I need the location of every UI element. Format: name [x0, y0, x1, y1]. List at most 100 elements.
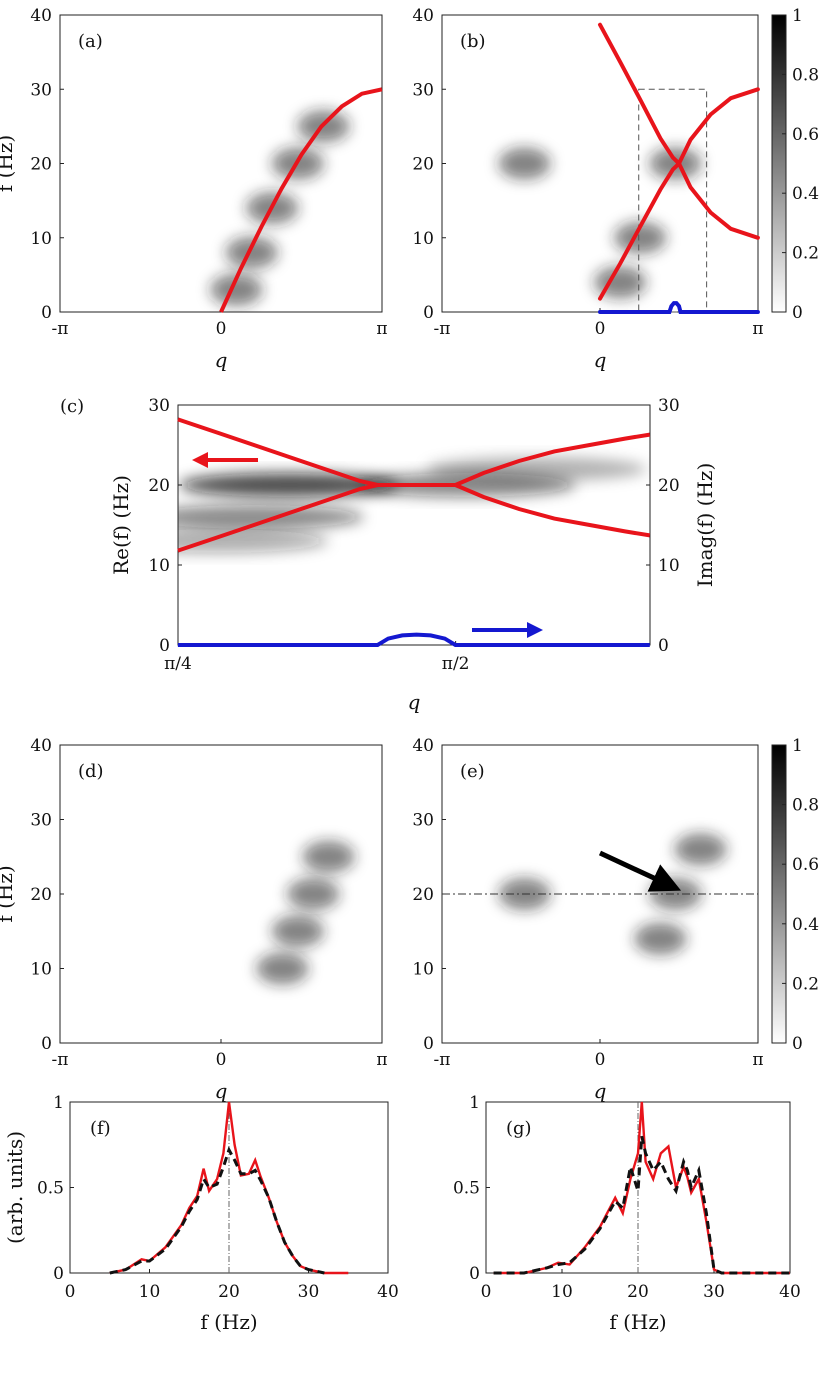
heatmap-hotspot [426, 457, 647, 481]
heatmap-hotspot [271, 915, 324, 948]
peak-arrow [598, 850, 682, 892]
colorbar-tick-label: 1 [792, 736, 803, 756]
spectrum-dashed [493, 1135, 790, 1275]
x-tick-label: -π [434, 1050, 451, 1070]
y-axis-label: Re(f) (Hz) [109, 475, 133, 575]
y-tick-label: 0 [159, 636, 170, 656]
colorbar-tick-label: 0.8 [792, 65, 819, 85]
heatmap-background [60, 15, 382, 312]
x-tick-label: -π [434, 319, 451, 339]
panel-c: π/4 π/2 0 0 10 10 20 20 30 30 (c) q Re(f) (Hz) Imag(f… [60, 396, 717, 714]
x-axis-label: q [594, 348, 607, 372]
x-tick-label: -π [52, 1050, 69, 1070]
x-axis-label: f (Hz) [200, 1310, 257, 1334]
heatmap-hotspot [256, 952, 309, 985]
y-axis-label: f (Hz) [0, 865, 17, 922]
colorbar: 0 0.2 0.4 0.6 0.8 1 [771, 736, 819, 1054]
x-tick-label: 20 [627, 1282, 649, 1302]
panel-label: (c) [60, 396, 84, 417]
x-tick-label: π/4 [164, 654, 192, 674]
x-tick-label: 30 [298, 1282, 320, 1302]
heatmap-hotspot [498, 147, 551, 180]
colorbar-tick-label: 0 [792, 303, 803, 323]
y-tick-label-right: 20 [658, 476, 680, 496]
heatmap-hotspot [649, 147, 702, 180]
y-tick-label: 0 [41, 303, 52, 323]
colorbar-gradient [771, 14, 787, 313]
imag-curve [177, 632, 650, 647]
y-tick-label: 0.5 [37, 1179, 64, 1199]
x-axis-label: q [594, 1079, 607, 1103]
y-tick-label: 0 [423, 1034, 434, 1054]
real-curve [454, 483, 651, 538]
heatmap-background [442, 15, 758, 312]
x-tick-label: 10 [551, 1282, 573, 1302]
y-tick-label: 0.5 [453, 1179, 480, 1199]
colorbar: 0 0.2 0.4 0.6 0.8 1 [771, 6, 819, 323]
heatmap-hotspot [178, 505, 364, 529]
heatmap-hotspot [287, 878, 340, 910]
colorbar-gradient [771, 744, 787, 1044]
colorbar-tick-label: 0.6 [792, 125, 819, 145]
y-tick-label: 0 [469, 1264, 480, 1284]
colorbar-tick-label: 0.2 [792, 974, 819, 994]
real-curve [677, 87, 760, 166]
heatmap-intensity [178, 457, 647, 553]
zoom-region-box [638, 88, 708, 313]
x-tick-label: 30 [703, 1282, 725, 1302]
y-tick-label: 30 [30, 80, 52, 100]
y-tick-label: 20 [30, 155, 52, 175]
colorbar-tick-label: 0.4 [792, 184, 819, 204]
panel-label: (d) [78, 761, 104, 782]
heatmap-hotspot [674, 833, 727, 866]
x-tick-label: π/2 [442, 654, 470, 674]
y-tick-label: 20 [148, 476, 170, 496]
y-tick-label: 0 [41, 1034, 52, 1054]
x-tick-label: 20 [218, 1282, 240, 1302]
y-axis-label-right: Imag(f) (Hz) [693, 463, 717, 588]
y-tick-label: 10 [412, 229, 434, 249]
y-tick-label: 10 [148, 556, 170, 576]
y-tick-label: 30 [30, 811, 52, 831]
colorbar-tick-label: 0.6 [792, 855, 819, 875]
x-tick-label: 0 [216, 1050, 227, 1070]
colorbar-tick-label: 0.2 [792, 244, 819, 264]
x-tick-label: π [376, 319, 387, 339]
x-axis-label: q [215, 1079, 228, 1103]
y-tick-label-right: 0 [658, 636, 669, 656]
heatmap-hotspot [594, 266, 647, 299]
y-axis-label: f (Hz) [0, 135, 17, 192]
y-tick-label: 40 [412, 6, 434, 26]
y-tick-label: 10 [30, 960, 52, 980]
dispersion-curve [219, 87, 383, 313]
colorbar-tick-label: 0 [792, 1034, 803, 1054]
heatmap-intensity [498, 147, 702, 299]
y-tick-label: 30 [412, 811, 434, 831]
x-tick-label: 40 [377, 1282, 399, 1302]
x-tick-label: 40 [779, 1282, 801, 1302]
panel-6: 0 10 20 30 40 0 0.5 1 (g) f (Hz) [453, 1093, 801, 1334]
y-tick-label: 30 [412, 80, 434, 100]
x-tick-label: 0 [595, 319, 606, 339]
y-tick-label: 30 [148, 396, 170, 416]
y-tick-label: 10 [30, 229, 52, 249]
colorbar-tick-label: 1 [792, 6, 803, 26]
y-tick-label: 40 [30, 6, 52, 26]
panel-label: (e) [460, 761, 485, 782]
heatmap-hotspot [179, 473, 400, 497]
imag-curve [598, 301, 760, 314]
real-curve [677, 161, 760, 240]
x-tick-label: 0 [216, 319, 227, 339]
y-tick-label: 1 [469, 1093, 480, 1113]
heatmap-hotspot [614, 221, 667, 254]
real-curve [598, 161, 681, 301]
real-curve [177, 483, 379, 553]
x-axis-label: q [215, 348, 228, 372]
y-tick-label-right: 10 [658, 556, 680, 576]
y-tick-label-right: 30 [658, 396, 680, 416]
y-tick-label: 40 [412, 736, 434, 756]
real-curve [177, 417, 379, 487]
